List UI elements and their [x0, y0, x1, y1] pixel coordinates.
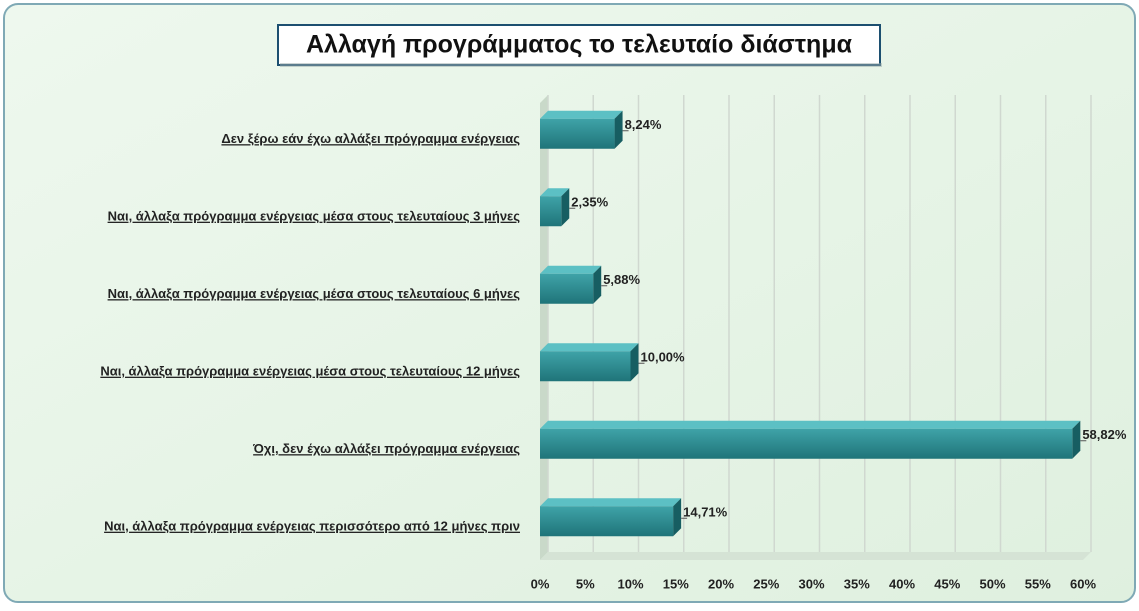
bar-side [1072, 420, 1081, 459]
x-tick-label: 25% [753, 576, 779, 591]
bar [540, 118, 615, 149]
bar [540, 351, 631, 382]
bar-side [673, 498, 682, 537]
data-label: 2,35% [571, 195, 608, 210]
data-label: 5,88% [603, 272, 640, 287]
bar-top [540, 498, 682, 507]
data-label: 14,71% [683, 505, 728, 520]
bar-side [614, 110, 623, 149]
plot-area: 0% 5% 10% 15% 20% 25% 30% 35% 40% 45% 50% 55% 60% Δεν… [100, 95, 1127, 591]
x-tick-label: 30% [798, 576, 824, 591]
x-tick-label: 50% [979, 576, 1005, 591]
bar-top [540, 110, 623, 119]
bar-side [561, 188, 570, 227]
x-tick-label: 20% [708, 576, 734, 591]
bar [540, 428, 1073, 459]
x-tick-label: 45% [934, 576, 960, 591]
y-tick-label: Όχι, δεν έχω αλλάξει πρόγραμμα ενέργειας [252, 441, 520, 456]
y-tick-label: Ναι, άλλαξα πρόγραμμα ενέργειας μέσα στο… [108, 286, 521, 301]
title-box [277, 24, 881, 66]
x-tick-label: 5% [576, 576, 595, 591]
bar [540, 273, 594, 304]
bar [540, 506, 674, 537]
chart-title: Αλλαγή προγράμματος το τελευταίο διάστημ… [306, 31, 853, 59]
x-tick-label: 0% [531, 576, 550, 591]
y-tick-label: Ναι, άλλαξα πρόγραμμα ενέργειας περισσότ… [104, 519, 520, 534]
x-tick-label: 35% [844, 576, 870, 591]
y-tick-label: Δεν ξέρω εάν έχω αλλάξει πρόγραμμα ενέργ… [221, 131, 520, 146]
floor [540, 552, 1091, 560]
bar-side [630, 343, 639, 382]
x-tick-label: 40% [889, 576, 915, 591]
bar-top [540, 343, 639, 352]
data-label: 58,82% [1082, 427, 1127, 442]
bar-top [540, 188, 570, 197]
bar [540, 196, 562, 227]
bar-top [540, 265, 602, 274]
x-tick-label: 15% [663, 576, 689, 591]
y-tick-label: Ναι, άλλαξα πρόγραμμα ενέργειας μέσα στο… [100, 364, 520, 379]
bar-side [593, 265, 602, 304]
x-tick-label: 55% [1025, 576, 1051, 591]
x-tick-label: 60% [1070, 576, 1096, 591]
y-tick-label: Ναι, άλλαξα πρόγραμμα ενέργειας μέσα στο… [108, 209, 521, 224]
bar-top [540, 420, 1081, 429]
side-wall [540, 95, 548, 560]
data-label: 8,24% [625, 117, 662, 132]
title-shadow [280, 63, 882, 67]
data-label: 10,00% [641, 350, 686, 365]
x-tick-label: 10% [617, 576, 643, 591]
